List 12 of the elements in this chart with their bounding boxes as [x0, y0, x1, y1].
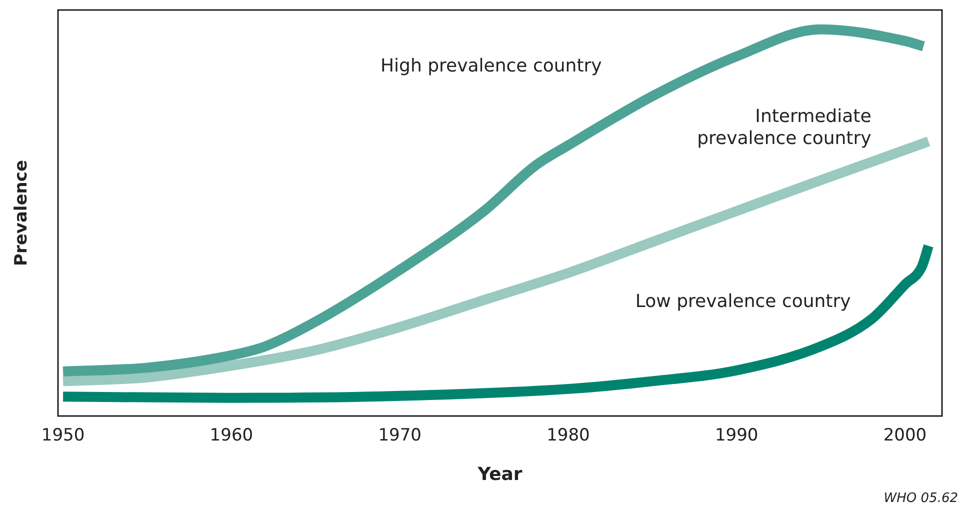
- text: WHO 05.62: [884, 491, 958, 506]
- x-tick-label: 2000: [883, 426, 927, 446]
- y-axis-title: Prevalence: [11, 160, 32, 266]
- x-tick-label: 1990: [714, 426, 758, 446]
- x-tick-label: 1970: [378, 426, 422, 446]
- series-label: Low prevalence country: [635, 290, 852, 312]
- series-label: Intermediate prevalence country: [697, 106, 872, 150]
- x-tick-label: 1960: [210, 426, 254, 446]
- x-axis-title: Year: [476, 464, 522, 485]
- x-tick-label: 1980: [546, 426, 590, 446]
- text: High prevalence country: [380, 56, 602, 77]
- x-tick-label: 1950: [41, 426, 85, 446]
